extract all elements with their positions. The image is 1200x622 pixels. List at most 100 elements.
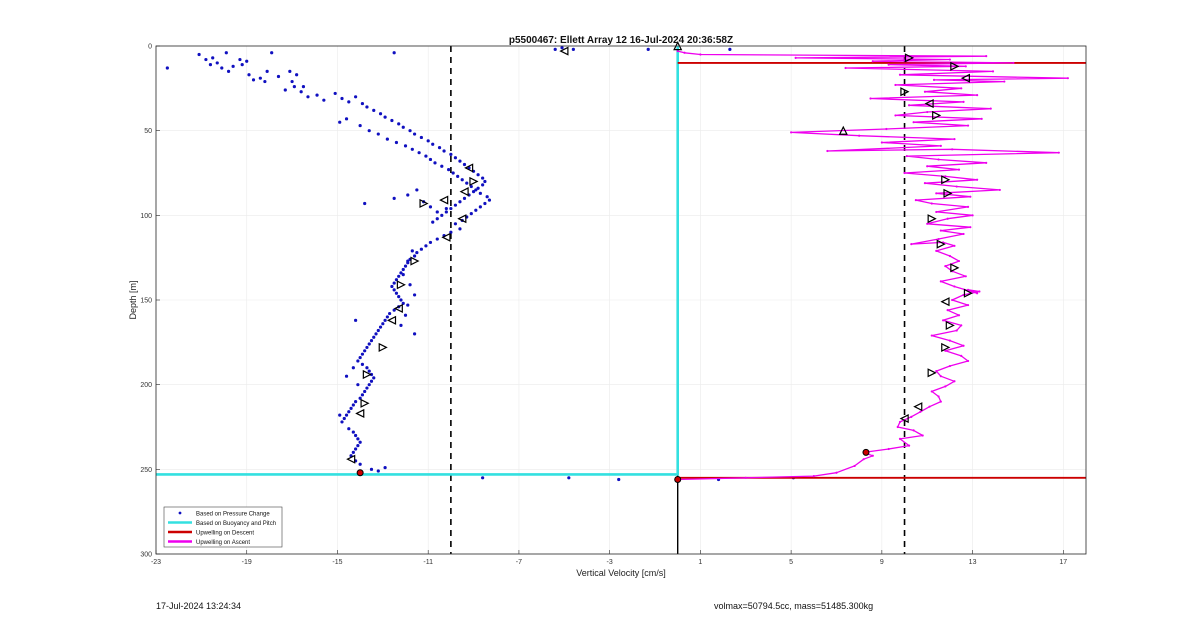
pressure-change-point xyxy=(428,240,433,245)
ascent-point xyxy=(991,70,995,73)
pressure-change-point xyxy=(392,196,396,200)
pressure-change-point xyxy=(231,64,235,68)
end-marker xyxy=(862,448,870,456)
ascent-point xyxy=(937,237,940,241)
ascent-point xyxy=(912,121,915,124)
pressure-change-point xyxy=(412,293,417,297)
pressure-change-point xyxy=(354,433,358,438)
pressure-change-point xyxy=(397,274,401,278)
ascent-point xyxy=(939,144,942,148)
pressure-change-point xyxy=(360,362,365,366)
pressure-change-point xyxy=(356,383,360,387)
pressure-change-point xyxy=(363,349,367,353)
pressure-change-point xyxy=(412,254,417,258)
ascent-point xyxy=(976,94,979,97)
pressure-change-point xyxy=(374,332,378,336)
pressure-change-point xyxy=(365,105,369,109)
pressure-change-point xyxy=(478,205,482,209)
ascent-point xyxy=(880,141,883,144)
pressure-change-point xyxy=(226,69,231,73)
x-axis-label: Vertical Velocity [cm/s] xyxy=(576,568,666,578)
pressure-change-point xyxy=(406,303,410,307)
pressure-change-point xyxy=(351,366,355,370)
pressure-change-point xyxy=(240,63,244,67)
pressure-change-point xyxy=(469,212,473,216)
pressure-change-point xyxy=(340,420,344,424)
pressure-change-point xyxy=(340,96,344,101)
pressure-change-point xyxy=(367,369,371,373)
pressure-change-point xyxy=(376,132,380,136)
pressure-change-point xyxy=(435,217,439,221)
pressure-change-point xyxy=(431,142,435,146)
ascent-point xyxy=(869,97,872,100)
pressure-change-point xyxy=(270,51,274,55)
triangle-marker xyxy=(396,280,406,290)
triangle-marker xyxy=(393,303,403,314)
ascent-point xyxy=(894,83,897,87)
x-tick-label: -19 xyxy=(242,559,252,566)
triangle-marker xyxy=(346,454,356,464)
y-tick-label: 0 xyxy=(148,44,152,51)
x-tick-label: 17 xyxy=(1059,559,1067,566)
pressure-change-point xyxy=(351,403,355,407)
ascent-point xyxy=(926,222,929,225)
triangle-marker xyxy=(362,369,372,380)
pressure-change-point xyxy=(220,66,224,70)
ascent-point xyxy=(939,375,942,378)
y-axis-label: Depth [m] xyxy=(128,280,138,319)
pressure-change-point xyxy=(412,132,417,136)
triangle-marker xyxy=(941,342,951,352)
pressure-change-point xyxy=(383,318,387,322)
pressure-change-point xyxy=(440,213,444,217)
pressure-change-point xyxy=(367,129,371,133)
ascent-point xyxy=(898,73,902,76)
ascent-point xyxy=(939,280,942,283)
triangle-marker xyxy=(838,125,848,135)
ascent-point xyxy=(969,226,972,229)
triangle-marker xyxy=(360,398,370,408)
triangle-marker xyxy=(439,195,449,205)
ascent-point xyxy=(935,370,938,373)
ascent-point xyxy=(960,87,963,90)
chart-title: p5500467: Ellett Array 12 16-Jul-2024 20… xyxy=(509,35,733,46)
pressure-change-point xyxy=(276,74,281,79)
pressure-change-point xyxy=(451,171,455,175)
pressure-change-point xyxy=(417,151,421,155)
pressure-change-point xyxy=(372,108,376,112)
ascent-point xyxy=(948,364,952,368)
pressure-change-point xyxy=(385,137,389,141)
pressure-change-point xyxy=(349,406,353,410)
pressure-change-point xyxy=(376,469,380,473)
ascent-point xyxy=(923,182,927,185)
triangle-marker xyxy=(386,315,397,325)
pressure-change-point xyxy=(406,193,410,197)
triangle-marker xyxy=(932,110,942,120)
ascent-point xyxy=(676,49,679,53)
y-tick-label: 200 xyxy=(140,382,152,389)
ascent-point xyxy=(926,165,929,168)
pressure-change-point xyxy=(458,200,462,204)
pressure-change-point xyxy=(369,467,374,471)
pressure-change-point xyxy=(483,201,487,206)
pressure-change-point xyxy=(306,95,310,99)
pressure-change-point xyxy=(481,183,485,187)
y-tick-label: 300 xyxy=(140,552,152,559)
triangle-marker xyxy=(963,288,973,298)
ascent-point xyxy=(930,390,933,393)
ascent-point xyxy=(898,437,902,440)
ascent-point xyxy=(812,475,815,478)
pressure-change-point xyxy=(444,210,448,214)
pressure-change-point xyxy=(344,374,349,378)
ascent-point xyxy=(980,117,983,120)
upwelling-ascent-line xyxy=(677,50,1069,481)
pressure-change-point xyxy=(456,174,460,178)
y-tick-label: 100 xyxy=(140,213,152,220)
pressure-change-point xyxy=(367,342,371,346)
pressure-change-point xyxy=(365,386,369,390)
pressure-change-point xyxy=(410,147,414,151)
ascent-point xyxy=(960,354,963,357)
x-tick-label: -11 xyxy=(423,559,433,566)
pressure-change-point xyxy=(571,47,575,51)
ascent-point xyxy=(919,410,922,413)
ascent-point xyxy=(930,334,933,337)
